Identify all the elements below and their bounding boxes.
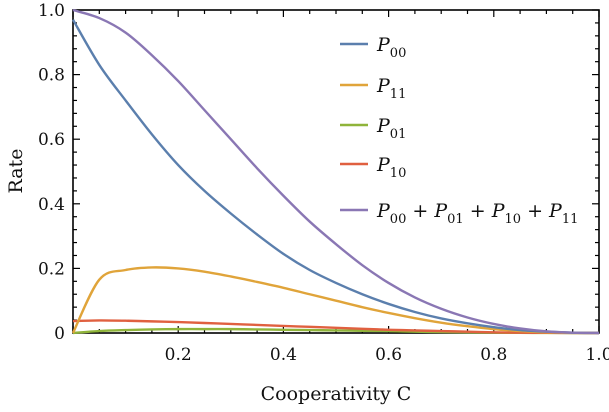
legend-label-p01: P01	[376, 115, 406, 142]
y-tick-label: 1.0	[38, 1, 65, 21]
legend-term-sub: 11	[390, 87, 407, 102]
series-line-p10	[72, 319, 600, 335]
series-line-p11	[71, 266, 600, 335]
y-tick-label: 0.6	[38, 130, 65, 150]
legend-term-base: P	[548, 200, 563, 222]
legend-term-sub: 11	[562, 212, 579, 227]
legend-term-sub: 00	[390, 46, 407, 61]
legend-term-sub: 10	[390, 166, 407, 181]
legend-operator: +	[521, 200, 549, 222]
x-tick-label: 0.2	[165, 345, 192, 365]
x-tick-label: 1.0	[585, 345, 609, 365]
plot-frame	[72, 9, 600, 334]
legend-label-p11: P11	[376, 75, 406, 102]
legend-term-sub: 10	[504, 212, 521, 227]
x-tick-label: 0.6	[375, 345, 402, 365]
x-tick-label: 0.4	[270, 345, 297, 365]
ticks: 0.2 0.4 0.6 0.8 1.0 0 0.2 0.4 0.6 0.8 1.0	[38, 1, 609, 365]
legend-term-base: P	[491, 200, 506, 222]
legend-term-base: P	[376, 154, 391, 176]
series-lines	[71, 8, 600, 335]
x-axis-title: Cooperativity C	[261, 383, 412, 405]
legend-term-base: P	[376, 115, 391, 137]
legend-label-p00: P00	[376, 34, 406, 61]
legend-term-base: P	[433, 200, 448, 222]
legend-term-base: P	[376, 75, 391, 97]
legend-term-base: P	[376, 200, 391, 222]
x-tick-label: 0.8	[480, 345, 507, 365]
legend-label-sum: P00 + P01 + P10 + P11	[376, 200, 578, 227]
series-line-p00	[71, 19, 600, 335]
y-tick-label: 0	[54, 324, 65, 344]
y-tick-label: 0.4	[38, 195, 65, 215]
series-line-sum	[72, 8, 600, 335]
y-tick-label: 0.8	[38, 66, 65, 86]
legend-term-sub: 01	[390, 127, 407, 142]
legend-term-sub: 00	[390, 212, 407, 227]
y-tick-label: 0.2	[38, 259, 65, 279]
legend-operator: +	[406, 200, 434, 222]
legend-operator: +	[464, 200, 492, 222]
legend-term-base: P	[376, 34, 391, 56]
legend-term-sub: 01	[447, 212, 464, 227]
y-axis-title: Rate	[5, 149, 27, 194]
legend-label-p10: P10	[376, 154, 406, 181]
